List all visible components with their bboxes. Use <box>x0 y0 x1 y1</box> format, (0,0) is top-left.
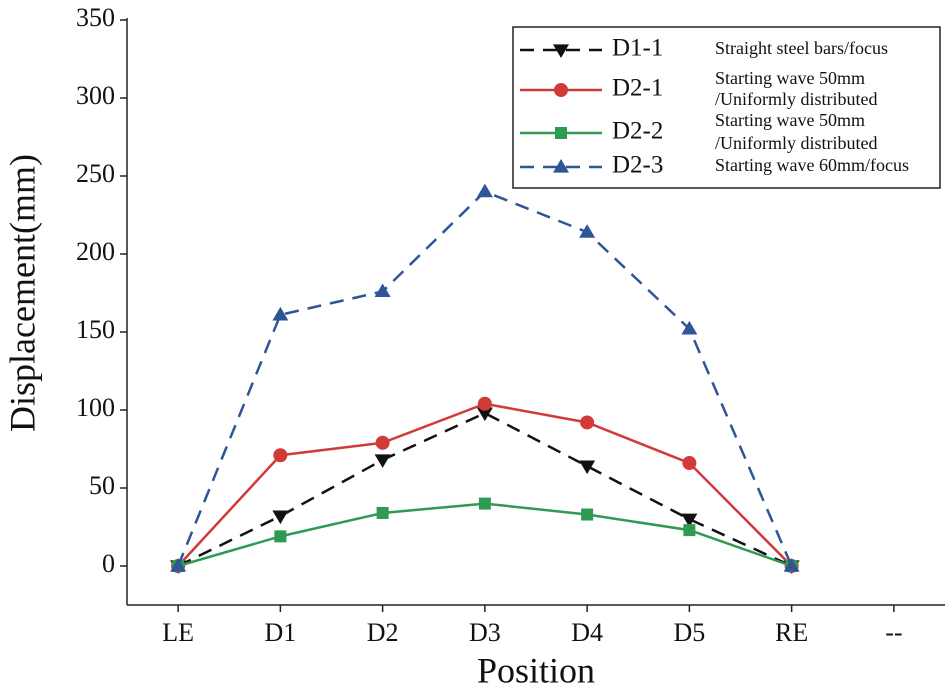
y-tick-label: 50 <box>89 471 115 500</box>
y-tick-label: 100 <box>76 393 115 422</box>
data-point <box>374 454 391 468</box>
legend-marker <box>554 83 568 97</box>
data-point <box>681 320 698 335</box>
y-tick-label: 300 <box>76 81 115 110</box>
data-point <box>478 497 491 510</box>
y-tick-label: 350 <box>76 3 115 32</box>
legend-description: /Uniformly distributed <box>715 133 877 153</box>
data-point <box>579 224 596 238</box>
data-point <box>581 508 594 521</box>
data-point <box>374 283 391 298</box>
data-point <box>272 306 289 321</box>
data-point <box>579 460 596 475</box>
legend-marker <box>553 159 569 173</box>
legend-marker <box>555 127 567 139</box>
x-tick-label: RE <box>775 618 808 647</box>
legend-description: Straight steel bars/focus <box>715 38 888 58</box>
data-point <box>274 530 287 543</box>
y-tick-label: 0 <box>102 549 115 578</box>
series-line <box>176 190 793 567</box>
data-point <box>681 513 698 528</box>
x-tick-label: D3 <box>469 618 501 647</box>
legend-description: /Uniformly distributed <box>715 89 877 109</box>
legend-description: Starting wave 50mm <box>715 110 865 130</box>
data-point <box>580 415 595 430</box>
data-point <box>783 558 800 572</box>
legend-name: D2-1 <box>612 75 663 102</box>
data-point <box>477 396 492 411</box>
legend-name: D1-1 <box>612 35 663 62</box>
data-point <box>272 510 289 525</box>
y-tick-label: 250 <box>76 159 115 188</box>
legend-name: D2-3 <box>612 152 663 179</box>
data-point <box>376 506 389 519</box>
legend-box <box>512 26 941 189</box>
x-tick-label: D5 <box>673 618 705 647</box>
data-point <box>683 524 696 537</box>
data-point <box>682 456 697 471</box>
series-line <box>177 502 793 568</box>
x-tick-label: D1 <box>264 618 296 647</box>
y-axis-title: Displacement(mm) <box>2 154 42 432</box>
series-line <box>177 402 793 567</box>
legend-description: Starting wave 50mm <box>715 68 865 88</box>
x-tick-label: LE <box>162 618 194 647</box>
data-point <box>476 407 493 422</box>
data-point <box>375 435 390 450</box>
x-tick-label: -- <box>885 618 902 647</box>
legend-marker <box>553 44 569 58</box>
legend-name: D2-2 <box>612 118 663 145</box>
legend-description: Starting wave 60mm/focus <box>715 155 909 175</box>
data-point <box>273 448 288 463</box>
x-tick-label: D4 <box>571 618 603 647</box>
data-point <box>170 558 187 572</box>
y-tick-label: 150 <box>76 315 115 344</box>
series-line <box>177 411 793 568</box>
x-tick-label: D2 <box>367 618 399 647</box>
y-tick-label: 200 <box>76 237 115 266</box>
data-point <box>476 183 493 198</box>
x-axis-title: Position <box>477 650 595 690</box>
